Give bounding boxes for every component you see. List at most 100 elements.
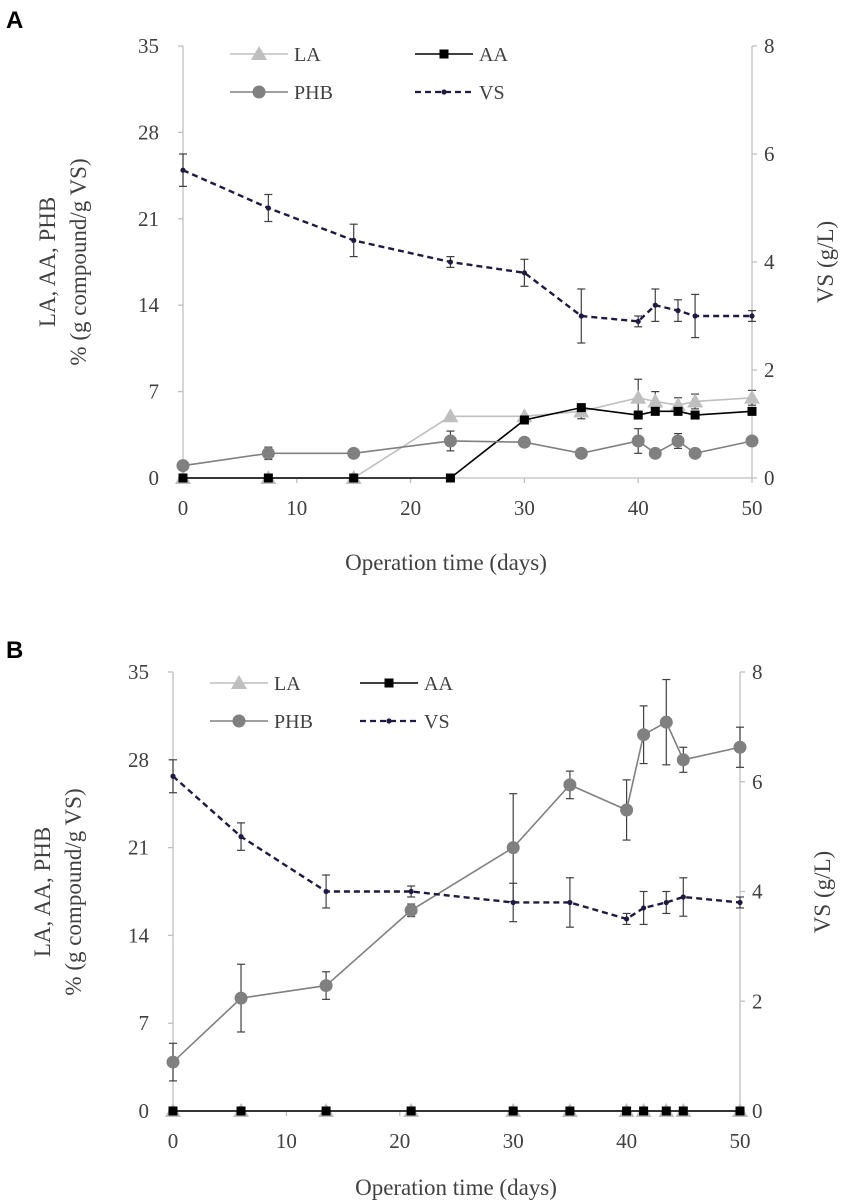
y-left-tick-label: 14 xyxy=(128,923,150,947)
legend-label: VS xyxy=(479,82,505,104)
vs-data-point xyxy=(521,270,528,276)
aa-data-point xyxy=(576,403,586,413)
phb-data-point xyxy=(166,1055,180,1069)
vs-data-point xyxy=(170,773,176,779)
phb-data-point xyxy=(676,753,690,767)
legend-label: AA xyxy=(479,44,508,66)
vs-data-point xyxy=(510,899,516,906)
legend-item-aa: AA xyxy=(360,673,453,695)
vs-data-point xyxy=(641,905,647,911)
series-la xyxy=(175,378,760,484)
vs-line xyxy=(172,775,741,921)
phb-data-point xyxy=(443,434,457,448)
x-tick-label: 20 xyxy=(400,496,421,520)
la-data-point xyxy=(630,389,647,404)
y-left-tick-label: 35 xyxy=(128,660,149,684)
aa-data-point xyxy=(622,1106,632,1116)
la-data-point xyxy=(647,393,664,408)
y-left-tick-label: 14 xyxy=(138,293,160,317)
aa-data-point xyxy=(168,1106,178,1116)
legend-label: AA xyxy=(424,673,453,695)
legend-item-la: LA xyxy=(230,44,321,66)
phb-data-point xyxy=(176,459,190,473)
x-tick-label: 10 xyxy=(286,496,307,520)
panel-label-a: A xyxy=(6,7,23,34)
aa-data-point xyxy=(508,1106,518,1116)
legend-label: PHB xyxy=(294,82,333,104)
x-tick-label: 40 xyxy=(616,1129,637,1153)
x-tick-label: 30 xyxy=(503,1129,524,1153)
y-right-tick-label: 6 xyxy=(752,770,763,794)
phb-data-point xyxy=(671,434,685,448)
y-right-tick-label: 4 xyxy=(764,250,775,274)
y-right-tick-label: 8 xyxy=(752,660,763,684)
vs-data-point xyxy=(663,899,669,906)
vs-data-point xyxy=(692,313,698,319)
phb-data-point xyxy=(319,979,333,993)
legend-item-vs: VS xyxy=(415,82,505,104)
aa-data-point xyxy=(406,1106,416,1116)
legend-item-phb: PHB xyxy=(210,711,313,733)
aa-data-point xyxy=(445,473,455,483)
chart-panel-a: A 0 7 14 21 28 35 0 2 4 6 8 0 10 20 30 40 50 LA AA PHB VS… xyxy=(6,7,838,575)
phb-data-point xyxy=(637,728,651,742)
aa-data-point xyxy=(384,678,394,688)
legend-item-la: LA xyxy=(210,673,301,695)
phb-data-point xyxy=(517,435,531,449)
aa-data-point xyxy=(565,1106,575,1116)
x-tick-label: 50 xyxy=(742,496,763,520)
series-vs xyxy=(169,759,744,928)
series-la xyxy=(165,1103,748,1117)
phb-data-point xyxy=(648,446,662,460)
y-right-tick-label: 6 xyxy=(764,142,775,166)
vs-line xyxy=(182,169,752,323)
phb-data-point xyxy=(659,715,673,729)
y-axis-title-left-line2: % (g compound/g VS) xyxy=(66,158,91,365)
series-aa xyxy=(168,1106,745,1116)
phb-data-point xyxy=(261,446,275,460)
series-vs xyxy=(179,153,756,344)
aa-data-point xyxy=(735,1106,745,1116)
y-left-tick-label: 7 xyxy=(139,1011,150,1035)
x-tick-label: 20 xyxy=(389,1129,410,1153)
series-aa xyxy=(178,403,757,483)
vs-data-point xyxy=(386,718,392,724)
phb-data-point xyxy=(506,841,520,855)
aa-data-point xyxy=(236,1106,246,1116)
y-right-tick-label: 0 xyxy=(752,1099,763,1123)
y-axis-title-left-line1: LA, AA, PHB xyxy=(35,197,60,327)
phb-data-point xyxy=(688,446,702,460)
legend-item-phb: PHB xyxy=(230,82,333,104)
phb-line xyxy=(172,721,741,1063)
y-left-tick-label: 0 xyxy=(139,1099,150,1123)
aa-data-point xyxy=(690,410,700,420)
phb-data-point xyxy=(574,446,588,460)
phb-data-point xyxy=(563,778,577,792)
y-axis-title-left-line1: LA, AA, PHB xyxy=(30,827,55,957)
la-line xyxy=(183,396,753,479)
vs-data-point xyxy=(749,313,755,319)
x-tick-label: 10 xyxy=(276,1129,297,1153)
vs-data-point xyxy=(447,259,454,265)
x-tick-label: 50 xyxy=(730,1129,751,1153)
vs-data-point xyxy=(180,167,186,173)
phb-data-point xyxy=(404,903,418,917)
aa-data-point xyxy=(639,1106,649,1116)
x-axis-title: Operation time (days) xyxy=(355,1175,557,1200)
vs-data-point xyxy=(737,899,743,906)
x-tick-label: 0 xyxy=(168,1129,179,1153)
vs-data-point xyxy=(578,313,584,319)
vs-data-point xyxy=(652,302,658,308)
phb-data-point xyxy=(232,714,246,728)
legend-item-vs: VS xyxy=(360,711,450,733)
aa-data-point xyxy=(747,406,757,416)
aa-data-point xyxy=(633,410,643,420)
aa-data-point xyxy=(178,473,188,483)
legend-label: LA xyxy=(294,44,321,66)
phb-data-point xyxy=(252,85,266,99)
vs-data-point xyxy=(323,888,329,895)
vs-data-point xyxy=(265,205,271,211)
aa-data-point xyxy=(678,1106,688,1116)
legend-label: LA xyxy=(274,673,301,695)
la-data-point xyxy=(687,393,704,408)
